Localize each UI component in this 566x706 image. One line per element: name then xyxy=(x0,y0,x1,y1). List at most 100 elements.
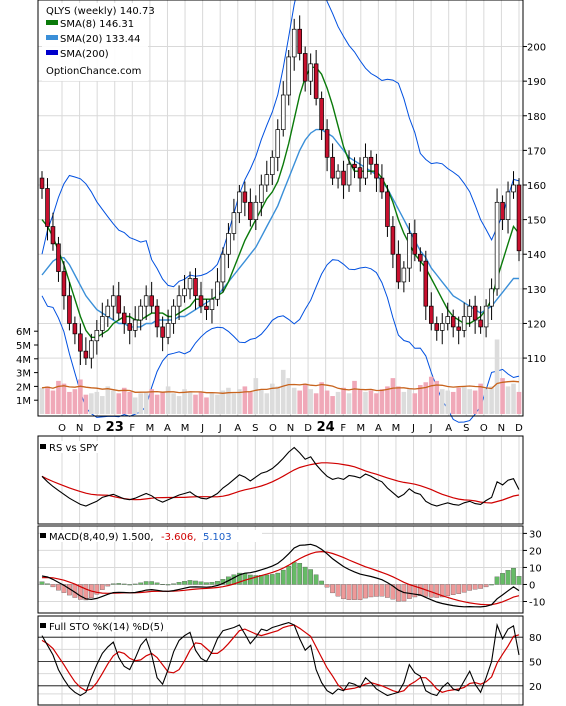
legend-sma8: SMA(8) 146.31 xyxy=(60,19,134,30)
candle-down xyxy=(56,243,61,272)
macd-hist-bar xyxy=(242,573,248,585)
volume-bar xyxy=(374,393,379,414)
macd-hist-bar xyxy=(193,580,198,585)
macd-hist-bar xyxy=(182,581,187,585)
candle-up xyxy=(489,288,494,307)
volume-tick-label: 1M xyxy=(16,396,31,407)
candle-up xyxy=(176,295,182,307)
candle-up xyxy=(291,28,297,58)
macd-hist-bar xyxy=(99,584,105,590)
candle-down xyxy=(50,226,56,245)
volume-bar xyxy=(182,389,187,414)
macd-hist-bar xyxy=(313,574,319,585)
sma8-swatch xyxy=(46,20,58,25)
month-label: J xyxy=(200,423,204,434)
price-grid xyxy=(38,0,523,416)
candle-up xyxy=(182,288,187,297)
volume-bar xyxy=(324,390,330,414)
volume-bar xyxy=(286,378,292,414)
volume-bar xyxy=(494,339,500,414)
candle-down xyxy=(83,350,89,359)
macd-label-bg xyxy=(40,530,262,542)
month-label: S xyxy=(252,423,258,434)
month-label: A xyxy=(375,423,382,434)
legend-background xyxy=(42,3,148,81)
candle-up xyxy=(226,233,231,255)
price-tick-label: 140 xyxy=(527,250,546,261)
macd-hist-bar xyxy=(297,563,303,585)
month-label: D xyxy=(93,423,101,434)
macd-hist-bar xyxy=(357,584,363,600)
year-label: 23 xyxy=(106,420,124,435)
macd-hist-bar xyxy=(39,581,45,585)
candle-down xyxy=(248,201,253,220)
macd-hist-bar xyxy=(319,580,324,585)
month-label: M xyxy=(146,423,155,434)
macd-hist-bar xyxy=(45,583,50,585)
month-label: N xyxy=(287,423,294,434)
candle-down xyxy=(319,98,324,130)
candle-down xyxy=(39,177,45,189)
candle-up xyxy=(445,316,450,324)
candle-up xyxy=(237,191,242,214)
volume-bars xyxy=(39,339,522,414)
macd-hist-bar xyxy=(110,583,116,585)
macd-line xyxy=(41,543,520,608)
candle-down xyxy=(72,323,78,335)
price-candles xyxy=(39,15,522,369)
price-tick-label: 170 xyxy=(527,146,546,157)
candle-down xyxy=(121,312,127,324)
macd-hist-bar xyxy=(116,583,122,585)
volume-bar xyxy=(335,391,341,414)
macd-hist-bar xyxy=(204,582,209,585)
macd-hist-bar xyxy=(165,584,171,586)
candle-down xyxy=(374,163,379,179)
volume-bar xyxy=(445,390,451,414)
sto-label-text: Full STO %K(14) %D(5) xyxy=(49,622,164,633)
volume-bar xyxy=(132,397,138,414)
candle-down xyxy=(45,188,50,227)
candle-down xyxy=(154,305,160,328)
macd-hist-bar xyxy=(500,573,505,585)
macd-hist-bar xyxy=(352,584,357,600)
macd-hist-bar xyxy=(494,576,500,585)
candle-up xyxy=(335,170,341,179)
macd-hist-bar xyxy=(198,581,204,585)
volume-bar xyxy=(489,386,494,414)
sma8-line xyxy=(41,66,520,338)
candle-up xyxy=(138,305,143,321)
candle-up xyxy=(231,212,237,234)
candle-up xyxy=(346,163,352,186)
macd-hist-bar xyxy=(127,584,133,586)
volume-bar xyxy=(50,390,56,414)
volume-bar xyxy=(390,378,396,414)
macd-hist-bar xyxy=(417,584,423,596)
macd-hist-bar xyxy=(483,584,489,588)
candle-up xyxy=(483,305,489,328)
macd-hist-bar xyxy=(412,584,418,598)
macd-tick-label: 0 xyxy=(529,580,535,591)
candle-down xyxy=(450,316,456,328)
macd-hist-bar xyxy=(237,572,242,585)
macd-tick-label: 10 xyxy=(529,563,542,574)
volume-bar xyxy=(428,376,434,414)
candle-up xyxy=(105,305,111,317)
volume-tick-label: 6M xyxy=(16,327,31,338)
month-label: J xyxy=(411,423,415,434)
macd-hist-bar xyxy=(121,583,127,585)
candle-down xyxy=(390,226,396,255)
volume-bar xyxy=(264,393,270,414)
volume-bar xyxy=(341,387,346,414)
volume-bar xyxy=(72,389,78,414)
candle-up xyxy=(111,295,116,307)
rs-series xyxy=(41,446,520,507)
candle-down xyxy=(204,305,209,310)
volume-bar xyxy=(39,387,45,414)
legend-title: QLYS (weekly) 140.73 xyxy=(46,6,155,17)
volume-bar xyxy=(511,383,516,414)
volume-bar xyxy=(193,394,198,414)
candle-up xyxy=(132,319,138,331)
price-tick-label: 180 xyxy=(527,112,546,123)
rs-swatch xyxy=(40,444,46,449)
volume-bar xyxy=(280,369,286,414)
